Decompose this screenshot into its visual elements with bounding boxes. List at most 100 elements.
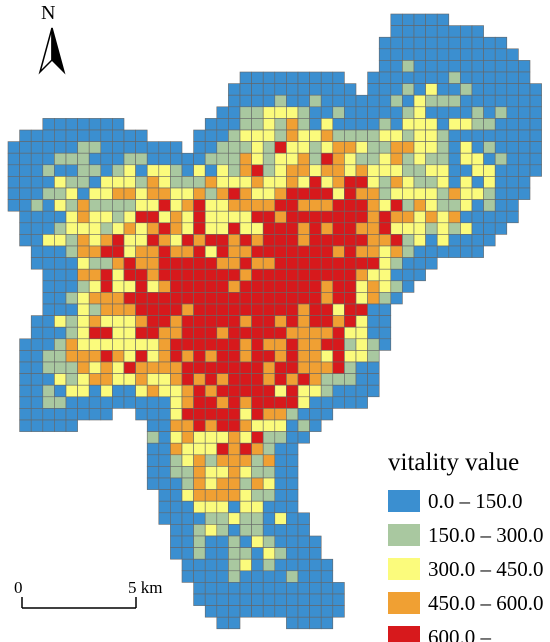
- grid-cell: [181, 500, 194, 514]
- grid-cell: [309, 616, 322, 630]
- grid-cell: [88, 303, 102, 316]
- grid-cell: [425, 164, 438, 177]
- grid-cell: [170, 524, 183, 537]
- grid-cell: [309, 141, 322, 154]
- grid-cell: [54, 210, 67, 224]
- grid-cell: [529, 94, 542, 108]
- grid-cell: [54, 350, 67, 363]
- grid-cell: [506, 60, 519, 73]
- grid-cell: [251, 419, 264, 432]
- grid-cell: [42, 361, 55, 374]
- grid-cell: [286, 129, 299, 142]
- grid-cell: [378, 234, 392, 247]
- grid-cell: [19, 338, 32, 351]
- grid-cell: [425, 257, 438, 270]
- grid-cell: [274, 431, 287, 444]
- grid-cell: [30, 257, 44, 270]
- grid-cell: [216, 570, 229, 583]
- grid-cell: [30, 338, 44, 351]
- grid-cell: [54, 187, 67, 200]
- grid-cell: [471, 60, 484, 73]
- grid-cell: [170, 338, 183, 351]
- grid-cell: [54, 303, 67, 316]
- grid-cell: [204, 280, 218, 293]
- grid-cell: [286, 315, 299, 328]
- grid-cell: [181, 280, 194, 293]
- grid-cell: [42, 199, 55, 212]
- grid-cell: [355, 94, 368, 108]
- grid-cell: [251, 558, 264, 572]
- grid-cell: [320, 384, 334, 398]
- grid-cell: [448, 60, 461, 73]
- grid-cell: [228, 326, 241, 340]
- grid-cell: [204, 466, 218, 479]
- grid-cell: [239, 83, 252, 96]
- grid-cell: [239, 489, 252, 502]
- grid-cell: [228, 500, 241, 514]
- grid-cell: [413, 234, 426, 247]
- grid-cell: [251, 280, 264, 293]
- grid-cell: [239, 199, 252, 212]
- grid-cell: [332, 94, 345, 108]
- grid-cell: [216, 454, 229, 467]
- grid-cell: [77, 222, 90, 235]
- grid-cell: [378, 71, 392, 84]
- grid-cell: [332, 384, 345, 398]
- grid-cell: [251, 396, 264, 409]
- grid-cell: [506, 176, 519, 189]
- grid-cell: [65, 176, 78, 189]
- grid-cell: [228, 129, 241, 142]
- legend-item: 150.0 – 300.0: [388, 520, 548, 550]
- grid-cell: [518, 94, 531, 108]
- grid-cell: [355, 152, 368, 166]
- grid-cell: [390, 71, 403, 84]
- grid-cell: [88, 234, 102, 247]
- grid-cell: [436, 152, 450, 166]
- grid-cell: [88, 326, 102, 340]
- grid-cell: [262, 350, 276, 363]
- grid-cell: [216, 257, 229, 270]
- grid-cell: [170, 257, 183, 270]
- grid-cell: [297, 419, 310, 432]
- grid-cell: [332, 257, 345, 270]
- grid-cell: [228, 315, 241, 328]
- grid-cell: [367, 210, 380, 224]
- grid-cell: [251, 326, 264, 340]
- grid-cell: [204, 176, 218, 189]
- grid-cell: [309, 419, 322, 432]
- grid-cell: [239, 222, 252, 235]
- grid-cell: [286, 83, 299, 96]
- grid-cell: [228, 535, 241, 548]
- grid-cell: [460, 94, 473, 108]
- grid-cell: [262, 164, 276, 177]
- grid-cell: [262, 442, 276, 456]
- grid-cell: [158, 152, 171, 166]
- grid-cell: [518, 60, 531, 73]
- grid-cell: [181, 292, 194, 305]
- grid-cell: [251, 245, 264, 258]
- grid-cell: [158, 326, 171, 340]
- grid-cell: [146, 222, 160, 235]
- grid-cell: [193, 234, 206, 247]
- grid-cell: [262, 454, 276, 467]
- grid-cell: [181, 338, 194, 351]
- grid-cell: [344, 222, 357, 235]
- grid-cell: [251, 373, 264, 386]
- grid-cell: [158, 292, 171, 305]
- grid-cell: [286, 303, 299, 316]
- grid-cell: [344, 210, 357, 224]
- grid-cell: [88, 210, 102, 224]
- grid-cell: [216, 141, 229, 154]
- grid-cell: [193, 512, 206, 525]
- grid-cell: [286, 280, 299, 293]
- grid-cell: [112, 234, 125, 247]
- grid-cell: [390, 106, 403, 119]
- grid-cell: [262, 303, 276, 316]
- grid-cell: [332, 268, 345, 282]
- grid-cell: [494, 210, 508, 224]
- grid-cell: [251, 268, 264, 282]
- grid-cell: [170, 466, 183, 479]
- grid-cell: [170, 303, 183, 316]
- grid-cell: [239, 361, 252, 374]
- grid-cell: [158, 176, 171, 189]
